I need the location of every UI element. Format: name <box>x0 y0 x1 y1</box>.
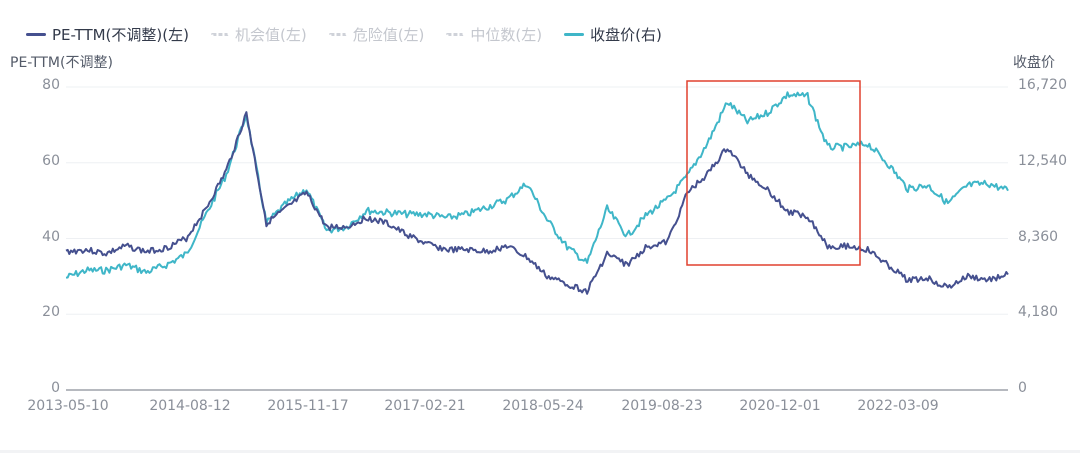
highlight-box <box>686 80 861 266</box>
x-tick-label: 2022-03-09 <box>857 398 939 414</box>
left-tick-label: 80 <box>42 77 60 93</box>
legend-label: 收盘价(右) <box>590 25 662 44</box>
line-icon <box>564 32 585 36</box>
left-tick-label: 60 <box>42 152 60 169</box>
dotted-line-icon <box>328 32 347 36</box>
x-tick-label: 2020-12-01 <box>739 398 821 414</box>
right-tick-label: 8,360 <box>1018 228 1059 245</box>
right-tick-label: 4,180 <box>1018 304 1059 321</box>
legend-label: 中位数(左) <box>470 25 543 44</box>
legend-item-0[interactable]: PE-TTM(不调整)(左) <box>26 24 189 45</box>
right-tick-label: 0 <box>1018 380 1027 396</box>
dotted-line-icon <box>210 32 229 36</box>
x-tick-label: 2015-11-17 <box>267 398 349 414</box>
x-tick-label: 2017-02-21 <box>384 398 466 414</box>
left-tick-label: 40 <box>42 228 60 245</box>
legend-label: 危险值(左) <box>352 25 425 44</box>
legend-item-4[interactable]: 收盘价(右) <box>564 24 662 45</box>
right-tick-label: 12,540 <box>1018 152 1067 169</box>
x-tick-label: 2014-08-12 <box>149 398 231 414</box>
legend-item-1[interactable]: 机会值(左) <box>210 24 307 45</box>
x-tick-label: 2013-05-10 <box>27 398 109 414</box>
bottom-divider <box>0 450 1080 453</box>
legend-label: 机会值(左) <box>234 25 307 44</box>
dotted-line-icon <box>446 32 465 36</box>
left-axis-title: PE-TTM(不调整) <box>10 55 113 71</box>
line-icon <box>26 32 46 36</box>
right-tick-label: 16,720 <box>1018 77 1067 93</box>
left-tick-label: 0 <box>51 380 60 396</box>
chart-legend: PE-TTM(不调整)(左) 机会值(左) 危险值(左) 中位数(左) 收盘价(右) <box>26 22 684 46</box>
legend-item-3[interactable]: 中位数(左) <box>446 24 542 45</box>
x-tick-label: 2018-05-24 <box>502 398 584 414</box>
right-axis-title: 收盘价 <box>1013 55 1055 71</box>
x-tick-label: 2019-08-23 <box>621 398 703 414</box>
pe-ttm-line[interactable] <box>65 111 1009 295</box>
left-tick-label: 20 <box>42 304 60 321</box>
legend-label: PE-TTM(不调整)(左) <box>52 25 189 44</box>
legend-item-2[interactable]: 危险值(左) <box>328 24 425 45</box>
